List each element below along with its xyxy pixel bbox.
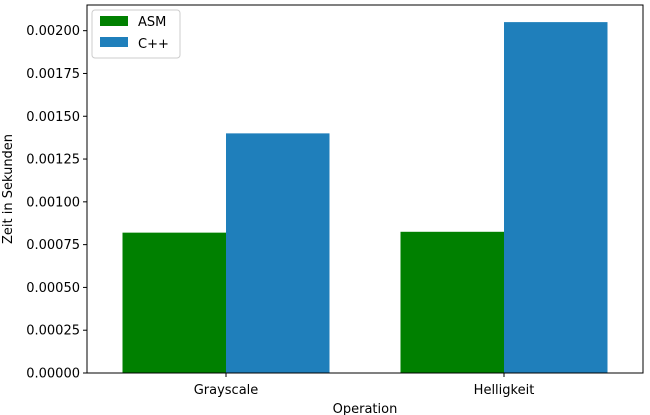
y-tick-label: 0.00150 xyxy=(26,110,80,125)
y-tick-label: 0.00050 xyxy=(26,281,80,296)
y-axis: 0.00000 0.00025 0.00050 0.00075 0.00100 0.001… xyxy=(26,24,87,382)
x-tick-label: Helligkeit xyxy=(474,383,535,398)
legend-swatch-asm xyxy=(100,16,128,26)
y-tick-label: 0.00125 xyxy=(26,153,80,168)
y-tick-label: 0.00025 xyxy=(26,324,80,339)
bar-cplusplus-helligkeit xyxy=(504,22,608,374)
legend-label-asm: ASM xyxy=(138,15,166,30)
legend-label-cpp: C++ xyxy=(138,37,169,52)
bar-asm-grayscale xyxy=(122,232,226,373)
y-tick-label: 0.00000 xyxy=(26,367,80,382)
bar-cplusplus-grayscale xyxy=(226,133,330,373)
y-axis-label: Zeit in Sekunden xyxy=(1,134,16,244)
y-tick-label: 0.00100 xyxy=(26,195,80,210)
plot-frame xyxy=(86,4,644,374)
y-tick-label: 0.00175 xyxy=(26,67,80,82)
y-tick-label: 0.00200 xyxy=(26,24,80,39)
x-axis: Grayscale Helligkeit xyxy=(194,373,535,398)
bar-asm-helligkeit xyxy=(400,231,504,373)
x-axis-label: Operation xyxy=(333,402,398,415)
legend: ASM C++ xyxy=(91,9,181,59)
x-tick-label: Grayscale xyxy=(194,383,259,398)
bars-group xyxy=(122,22,608,374)
legend-swatch-cpp xyxy=(100,37,128,47)
y-tick-label: 0.00075 xyxy=(26,238,80,253)
